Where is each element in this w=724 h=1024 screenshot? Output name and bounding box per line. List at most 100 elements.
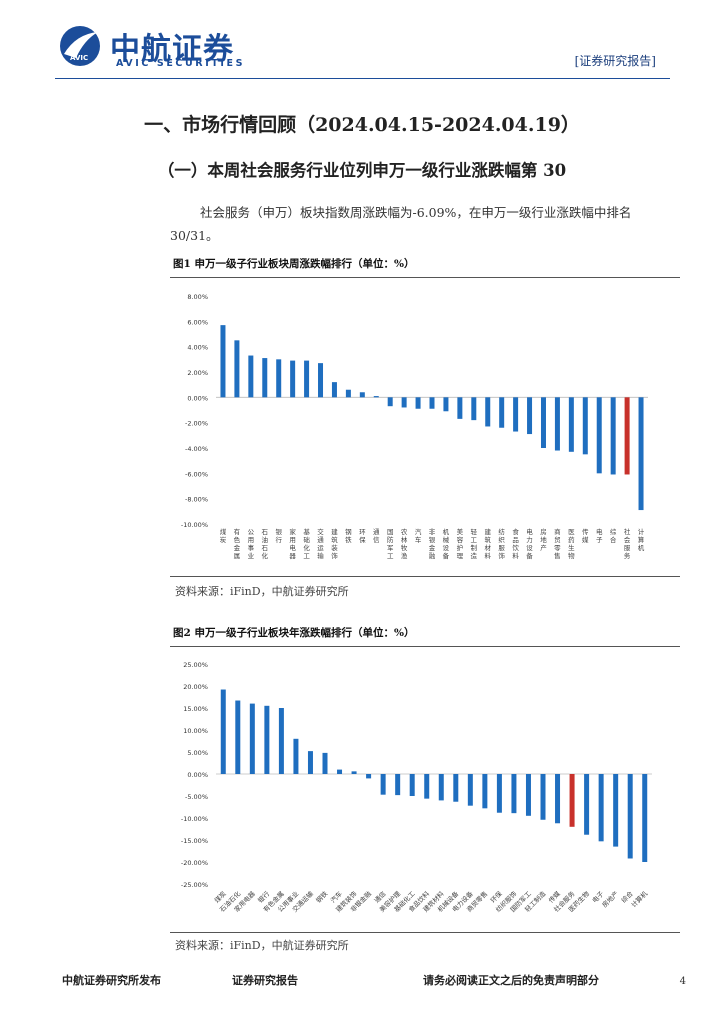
bar bbox=[351, 771, 357, 774]
bar bbox=[457, 397, 463, 419]
category-label: 建筑材料 bbox=[484, 527, 491, 560]
bar bbox=[380, 774, 386, 795]
category-label: 交通运输 bbox=[317, 527, 324, 560]
bar bbox=[443, 397, 449, 412]
bar bbox=[424, 774, 430, 799]
y-tick-label: -8.00% bbox=[185, 496, 208, 504]
category-label: 纺织服饰 bbox=[498, 527, 505, 560]
y-tick-label: -20.00% bbox=[181, 859, 208, 867]
figure2-bottom-rule bbox=[170, 932, 680, 933]
bar bbox=[409, 774, 415, 796]
category-label: 公用事业 bbox=[248, 528, 255, 560]
bar bbox=[248, 355, 254, 398]
y-tick-label: 15.00% bbox=[183, 705, 208, 713]
annual-change-bar-chart: -25.00% -20.00% -15.00% -10.00% -5.00% 0.00% 5… bbox=[181, 661, 652, 914]
bar bbox=[485, 397, 491, 427]
category-label: 综合 bbox=[610, 527, 617, 544]
footer-disclaimer: 请务必阅读正文之后的免责声明部分 bbox=[423, 974, 599, 987]
highlighted-bar bbox=[569, 774, 575, 827]
bar bbox=[582, 397, 588, 455]
category-label: 有色金属 bbox=[234, 527, 241, 560]
bar bbox=[304, 360, 310, 398]
bar bbox=[496, 774, 502, 813]
bar bbox=[373, 396, 379, 398]
bar bbox=[638, 397, 644, 511]
category-label: 机械设备 bbox=[443, 527, 450, 560]
y-tick-label: 6.00% bbox=[187, 318, 208, 326]
category-label: 社会服务 bbox=[624, 527, 631, 560]
figure1-top-rule bbox=[170, 277, 680, 278]
bar bbox=[429, 397, 435, 409]
section-subtitle: （一）本周社会服务行业位列申万一级行业涨跌幅第 30 bbox=[157, 161, 567, 180]
bar bbox=[293, 738, 299, 774]
bar bbox=[278, 708, 284, 774]
y-tick-label: -5.00% bbox=[185, 793, 208, 801]
category-label: 石油石化 bbox=[262, 528, 269, 560]
bar bbox=[471, 397, 477, 421]
y-tick-label: 0.00% bbox=[187, 394, 208, 402]
bar bbox=[415, 397, 421, 409]
bar bbox=[525, 774, 531, 816]
category-label: 国防军工 bbox=[387, 528, 394, 560]
y-tick-label: -2.00% bbox=[185, 420, 208, 428]
category-label: 轻工制造 bbox=[471, 527, 478, 560]
summary-paragraph: 社会服务（申万）板块指数周涨跌幅为-6.09%，在申万一级行业涨跌幅中排名 bbox=[200, 205, 632, 220]
category-label: 美容护理 bbox=[457, 527, 464, 560]
category-label: 食品饮料 bbox=[512, 527, 519, 560]
company-logo-english: AVIC SECURITIES bbox=[116, 58, 246, 69]
bar bbox=[366, 774, 372, 779]
category-label: 计算机 bbox=[629, 889, 650, 910]
category-label: 传媒 bbox=[582, 527, 589, 544]
category-label: 电子 bbox=[596, 527, 603, 544]
bar bbox=[540, 397, 546, 448]
category-label: 医药生物 bbox=[568, 528, 575, 560]
y-tick-label: -10.00% bbox=[181, 521, 208, 529]
bar bbox=[554, 397, 560, 451]
category-label: 汽车 bbox=[415, 527, 422, 544]
bar bbox=[235, 700, 241, 774]
category-label: 钢铁 bbox=[345, 528, 352, 544]
weekly-change-bar-chart: -10.00% -8.00% -6.00% -4.00% -2.00% 0.00% 2.00… bbox=[181, 293, 648, 560]
category-label: 基础化工 bbox=[303, 527, 310, 560]
bar bbox=[438, 774, 444, 801]
bar bbox=[249, 703, 255, 774]
avic-logo-icon: AVIC bbox=[60, 26, 100, 66]
bar bbox=[467, 774, 473, 806]
bar bbox=[395, 774, 401, 796]
y-tick-label: 0.00% bbox=[187, 771, 208, 779]
bar bbox=[511, 774, 517, 814]
category-label: 电力设备 bbox=[526, 527, 533, 560]
figure1-source: 资料来源：iFinD，中航证券研究所 bbox=[175, 585, 349, 598]
bar bbox=[264, 705, 270, 774]
y-tick-label: 25.00% bbox=[183, 661, 208, 669]
highlighted-bar bbox=[624, 397, 630, 475]
section-title: 一、市场行情回顾（2024.04.15-2024.04.19） bbox=[144, 114, 580, 136]
y-tick-label: -25.00% bbox=[181, 881, 208, 889]
bar bbox=[568, 397, 574, 452]
bar bbox=[331, 382, 337, 398]
bar bbox=[627, 774, 633, 859]
category-label: 家用电器 bbox=[289, 527, 296, 560]
category-label: 房地产 bbox=[600, 889, 621, 910]
y-tick-label: 10.00% bbox=[183, 727, 208, 735]
category-label: 非银金融 bbox=[429, 527, 436, 560]
y-tick-label: 2.00% bbox=[187, 369, 208, 377]
footer-publisher: 中航证券研究所发布 bbox=[62, 974, 161, 987]
svg-text:AVIC: AVIC bbox=[70, 54, 88, 62]
bar bbox=[540, 774, 546, 820]
bar bbox=[220, 689, 226, 774]
report-type-tag: [证券研究报告] bbox=[574, 54, 656, 68]
y-tick-label: -6.00% bbox=[185, 470, 208, 478]
bar bbox=[307, 751, 313, 774]
bar bbox=[318, 363, 324, 398]
bar bbox=[234, 340, 240, 398]
bar bbox=[596, 397, 602, 474]
category-label: 煤炭 bbox=[220, 527, 227, 544]
category-label: 环保 bbox=[359, 528, 366, 544]
bar bbox=[613, 774, 619, 847]
category-label: 商贸零售 bbox=[554, 527, 561, 560]
y-tick-label: 8.00% bbox=[187, 293, 208, 301]
footer-report-type: 证券研究报告 bbox=[232, 974, 298, 987]
page-number: 4 bbox=[679, 976, 686, 987]
category-label: 银行 bbox=[275, 527, 282, 544]
